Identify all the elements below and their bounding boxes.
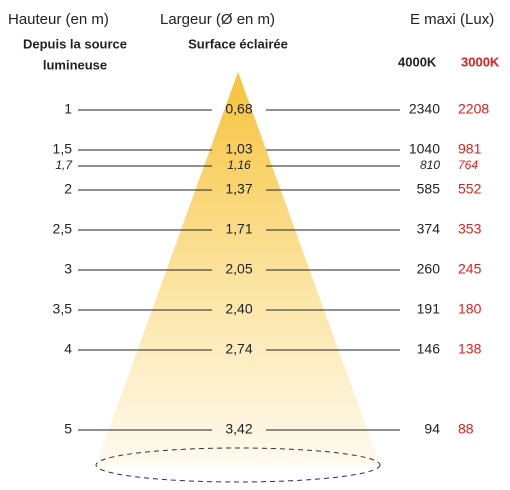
height-value: 2 — [64, 181, 72, 197]
width-value: 2,40 — [225, 301, 252, 317]
lux-3000-value: 138 — [458, 341, 482, 357]
height-value: 3 — [64, 261, 72, 277]
height-sub: lumineuse — [43, 57, 107, 72]
height-value: 1 — [64, 101, 72, 117]
lit-surface — [95, 447, 381, 483]
lux-3000-value: 552 — [458, 181, 482, 197]
lux-4000-value: 585 — [417, 181, 441, 197]
lux-3000-value: 88 — [458, 421, 474, 437]
lux-3000-value: 353 — [458, 221, 482, 237]
lux-4000-header: 4000K — [398, 54, 437, 69]
lux-3000-value: 2208 — [458, 101, 489, 117]
width-value: 1,03 — [225, 141, 252, 157]
lux-4000-value: 146 — [417, 341, 441, 357]
height-value: 2,5 — [53, 221, 73, 237]
height-value: 1,5 — [53, 141, 73, 157]
width-value: 2,74 — [225, 341, 252, 357]
height-title: Hauteur (en m) — [8, 11, 109, 28]
width-value: 3,42 — [225, 421, 252, 437]
height-value: 1,7 — [55, 158, 73, 172]
lux-3000-value: 981 — [458, 141, 482, 157]
lux-4000-value: 1040 — [409, 141, 440, 157]
width-value: 1,37 — [225, 181, 252, 197]
lux-3000-value: 764 — [458, 158, 478, 172]
lux-4000-value: 191 — [417, 301, 441, 317]
lux-3000-header: 3000K — [461, 54, 500, 69]
width-value: 2,05 — [225, 261, 252, 277]
lux-3000-value: 245 — [458, 261, 482, 277]
lux-4000-value: 94 — [424, 421, 440, 437]
lux-4000-value: 374 — [417, 221, 441, 237]
width-sub: Surface éclairée — [188, 36, 288, 51]
width-value: 1,16 — [227, 158, 251, 172]
height-value: 4 — [64, 341, 72, 357]
height-value: 3,5 — [53, 301, 73, 317]
height-sub: Depuis la source — [23, 36, 127, 51]
light-beam — [96, 72, 380, 465]
height-value: 5 — [64, 421, 72, 437]
width-value: 1,71 — [225, 221, 252, 237]
lux-4000-value: 810 — [420, 158, 440, 172]
lux-4000-value: 260 — [417, 261, 441, 277]
lux-3000-value: 180 — [458, 301, 482, 317]
width-value: 0,68 — [225, 101, 252, 117]
lux-4000-value: 2340 — [409, 101, 440, 117]
lux-title: E maxi (Lux) — [410, 11, 494, 28]
width-title: Largeur (Ø en m) — [160, 11, 275, 28]
